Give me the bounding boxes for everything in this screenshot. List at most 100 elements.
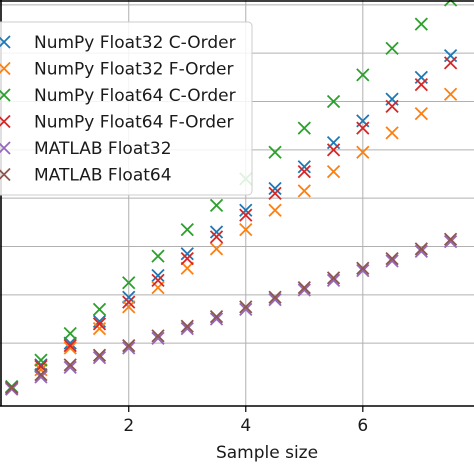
data-point [151, 273, 165, 287]
data-point [297, 184, 311, 198]
data-point [268, 181, 282, 196]
data-point [297, 280, 311, 295]
data-point [209, 198, 224, 213]
data-point [180, 322, 194, 336]
x-tick-label: 4 [240, 416, 251, 436]
data-point [443, 232, 458, 246]
legend-item: NumPy Float64 F-Order [0, 113, 233, 133]
data-point [297, 121, 311, 135]
data-point [209, 242, 224, 256]
data-point [414, 244, 428, 258]
data-point [356, 121, 370, 135]
legend-item: NumPy Float64 C-Order [0, 86, 236, 106]
legend-label: NumPy Float32 C-Order [34, 33, 236, 53]
data-point [385, 251, 399, 266]
data-point [356, 264, 370, 278]
data-point [63, 358, 77, 372]
data-point [385, 126, 399, 140]
data-point [414, 17, 428, 31]
data-point [209, 225, 224, 239]
data-point [151, 331, 165, 345]
data-point [92, 302, 107, 316]
data-point [356, 68, 370, 82]
data-point [297, 160, 311, 174]
data-point [92, 317, 107, 331]
data-point [209, 230, 224, 244]
data-point [414, 242, 428, 256]
data-point [239, 222, 253, 237]
data-point [297, 283, 311, 297]
x-tick-label: 2 [123, 416, 134, 436]
data-point [34, 358, 48, 372]
data-point [356, 145, 370, 159]
legend-box [0, 21, 253, 196]
data-point [414, 77, 428, 92]
legend-item: MATLAB Float32 [0, 139, 172, 159]
data-point [268, 203, 282, 217]
data-point [180, 319, 194, 333]
data-point [297, 164, 311, 179]
legend-item: MATLAB Float64 [0, 166, 172, 186]
data-point [326, 143, 341, 157]
data-point [209, 312, 224, 326]
data-point [92, 322, 107, 336]
data-point [34, 367, 48, 382]
data-point [92, 351, 107, 365]
data-point [443, 0, 458, 7]
data-point [34, 353, 48, 367]
x-tick-label: 6 [357, 416, 368, 436]
data-point [63, 341, 77, 355]
data-points [5, 0, 458, 396]
data-point [326, 94, 341, 109]
data-point [180, 247, 194, 261]
data-point [385, 41, 399, 55]
legend-label: NumPy Float64 C-Order [34, 86, 236, 106]
data-point [239, 300, 253, 314]
x-axis-ticks: 2 4 6 [123, 406, 368, 436]
data-point [209, 309, 224, 324]
data-point [63, 336, 77, 350]
data-point [92, 348, 107, 362]
data-point [326, 164, 341, 179]
data-point [268, 293, 282, 307]
data-point [239, 203, 253, 217]
legend: NumPy Float32 C-Order NumPy Float32 F-Ord… [0, 21, 253, 196]
legend-label: MATLAB Float64 [34, 166, 172, 186]
data-point [443, 235, 458, 249]
data-point [268, 186, 282, 200]
data-point [122, 290, 136, 304]
data-point [385, 99, 399, 113]
data-point [122, 300, 136, 314]
data-point [239, 208, 253, 222]
data-point [326, 271, 341, 285]
data-point [268, 290, 282, 304]
data-point [122, 295, 136, 309]
data-point [326, 273, 341, 287]
data-point [5, 380, 19, 395]
legend-item: NumPy Float32 C-Order [0, 33, 236, 53]
x-axis-label: Sample size [216, 443, 318, 463]
data-point [5, 382, 19, 396]
legend-label: MATLAB Float32 [34, 139, 172, 159]
data-point [180, 251, 194, 266]
data-point [239, 302, 253, 316]
data-point [63, 326, 77, 341]
data-point [443, 56, 458, 70]
data-point [63, 360, 77, 374]
data-point [443, 87, 458, 101]
legend-label: NumPy Float32 F-Order [34, 60, 233, 80]
data-point [356, 261, 370, 275]
data-point [122, 338, 136, 353]
data-point [414, 106, 428, 121]
legend-item: NumPy Float32 F-Order [0, 60, 233, 80]
data-point [34, 370, 48, 384]
data-point [151, 329, 165, 343]
data-point [180, 261, 194, 275]
data-point [385, 254, 399, 268]
data-point [268, 145, 282, 159]
data-point [151, 249, 165, 263]
legend-label: NumPy Float64 F-Order [34, 113, 233, 133]
data-point [63, 338, 77, 353]
data-point [180, 222, 194, 237]
